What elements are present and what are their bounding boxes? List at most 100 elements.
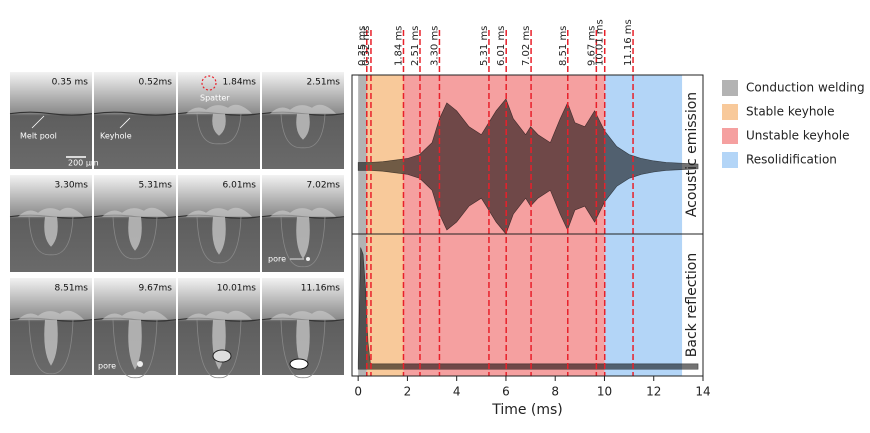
tile-label: 1.84ms	[223, 78, 257, 88]
marker-label: 1.84 ms	[393, 26, 404, 66]
marker-label: 6.01 ms	[496, 26, 507, 66]
tile-label: 10.01ms	[217, 284, 257, 294]
image-tile: 0.35 ms	[9, 72, 93, 169]
pore-mark	[289, 358, 309, 370]
keyhole	[128, 319, 142, 370]
image-tile: 11.16ms	[261, 278, 345, 379]
tile-label: 9.67ms	[139, 284, 173, 294]
spatter-plume	[18, 310, 84, 320]
keyhole	[212, 216, 226, 255]
image-tile: 7.02ms	[261, 175, 345, 272]
tile-label: 11.16ms	[301, 284, 341, 294]
x-tick-label: 12	[646, 385, 661, 399]
annotation: Spatter	[200, 94, 230, 103]
image-tile: 8.51ms	[9, 278, 93, 375]
pore-mark	[212, 349, 232, 363]
signal-envelope	[357, 247, 699, 370]
plot-frame	[351, 74, 704, 377]
x-axis-label: Time (ms)	[491, 402, 563, 418]
arrow	[31, 115, 45, 129]
legend-swatch	[722, 80, 738, 96]
x-tick-label: 6	[502, 385, 510, 399]
image-tile: 1.84ms	[177, 72, 261, 169]
keyhole	[212, 113, 226, 136]
melt-pool	[28, 216, 74, 256]
tile-label: 0.52ms	[139, 78, 173, 88]
marker-label: 11.16 ms	[623, 19, 634, 66]
image-tile: 9.67ms	[93, 278, 177, 379]
melt-pool	[196, 216, 242, 264]
surface	[9, 111, 93, 116]
tile-image	[10, 72, 92, 169]
xray-images: 0.35 ms 0.52ms 1.84ms 2.51ms 3.30ms 5.31ms 6.0…	[9, 72, 345, 379]
keyhole	[44, 216, 58, 247]
pore-mark	[137, 361, 143, 367]
tile-label: 0.35 ms	[52, 78, 89, 88]
legend-label: Conduction welding	[746, 81, 865, 95]
spatter-circle	[201, 75, 217, 91]
marker-label: 5.31 ms	[479, 26, 490, 66]
marker-label: 9.67 ms	[586, 26, 597, 66]
spatter-plume	[186, 207, 252, 217]
legend-label: Unstable keyhole	[746, 129, 850, 143]
melt-pool	[112, 319, 158, 379]
annotation: Keyhole	[100, 132, 132, 141]
marker-label: 10.01 ms	[595, 19, 606, 66]
spatter-plume	[102, 310, 168, 320]
image-tile: 2.51ms	[261, 72, 345, 169]
marker-label: 3.30 ms	[429, 26, 440, 66]
region	[358, 75, 367, 376]
region	[604, 75, 683, 376]
marker-label: 2.51 ms	[410, 26, 421, 66]
tile-label: 5.31ms	[139, 181, 173, 191]
tile-label: 3.30ms	[55, 181, 89, 191]
x-tick-label: 2	[404, 385, 412, 399]
annotation: Melt pool	[20, 132, 57, 141]
keyhole	[44, 319, 58, 366]
keyhole	[296, 113, 310, 140]
melt-pool	[112, 216, 158, 260]
legend-swatch	[722, 128, 738, 144]
marker-label: 7.02 ms	[521, 26, 532, 66]
spatter-plume	[18, 207, 84, 217]
spatter-plume	[102, 207, 168, 217]
spatter-plume	[270, 104, 336, 114]
surface	[93, 111, 177, 116]
melt-pool	[280, 216, 326, 268]
image-tile: 5.31ms	[93, 175, 177, 272]
spatter-plume	[270, 310, 336, 320]
arrow	[119, 117, 131, 129]
melt-pool	[196, 113, 242, 145]
spatter-plume	[186, 310, 252, 320]
image-tile: 3.30ms	[9, 175, 93, 272]
legend-label: Stable keyhole	[746, 105, 835, 119]
spatter-plume	[270, 207, 336, 217]
melt-pool	[280, 113, 326, 149]
annotation: pore	[268, 255, 286, 264]
marker-label: 8.51 ms	[558, 26, 569, 66]
region	[366, 75, 404, 376]
x-tick-label: 10	[597, 385, 612, 399]
annotation: 200 μm	[68, 159, 99, 168]
legend-swatch	[722, 152, 738, 168]
image-tile: 10.01ms	[177, 278, 261, 379]
marker-label: 0.35 ms	[357, 26, 368, 66]
x-tick-label: 4	[453, 385, 461, 399]
tile-label: 6.01ms	[223, 181, 257, 191]
tile-label: 7.02ms	[307, 181, 341, 191]
image-tile: 6.01ms	[177, 175, 261, 272]
tile-label: 8.51ms	[55, 284, 89, 294]
melt-pool	[28, 319, 74, 375]
x-tick-label: 14	[695, 385, 710, 399]
marker-label: 0.52 ms	[361, 26, 372, 66]
x-tick-label: 8	[551, 385, 559, 399]
keyhole	[128, 216, 142, 251]
tile-image	[94, 72, 176, 169]
melt-pool	[280, 319, 326, 379]
keyhole	[296, 319, 310, 370]
panel-label: Acoustic emission	[684, 92, 700, 217]
signal-envelope	[357, 98, 699, 235]
pore-mark	[306, 257, 310, 261]
